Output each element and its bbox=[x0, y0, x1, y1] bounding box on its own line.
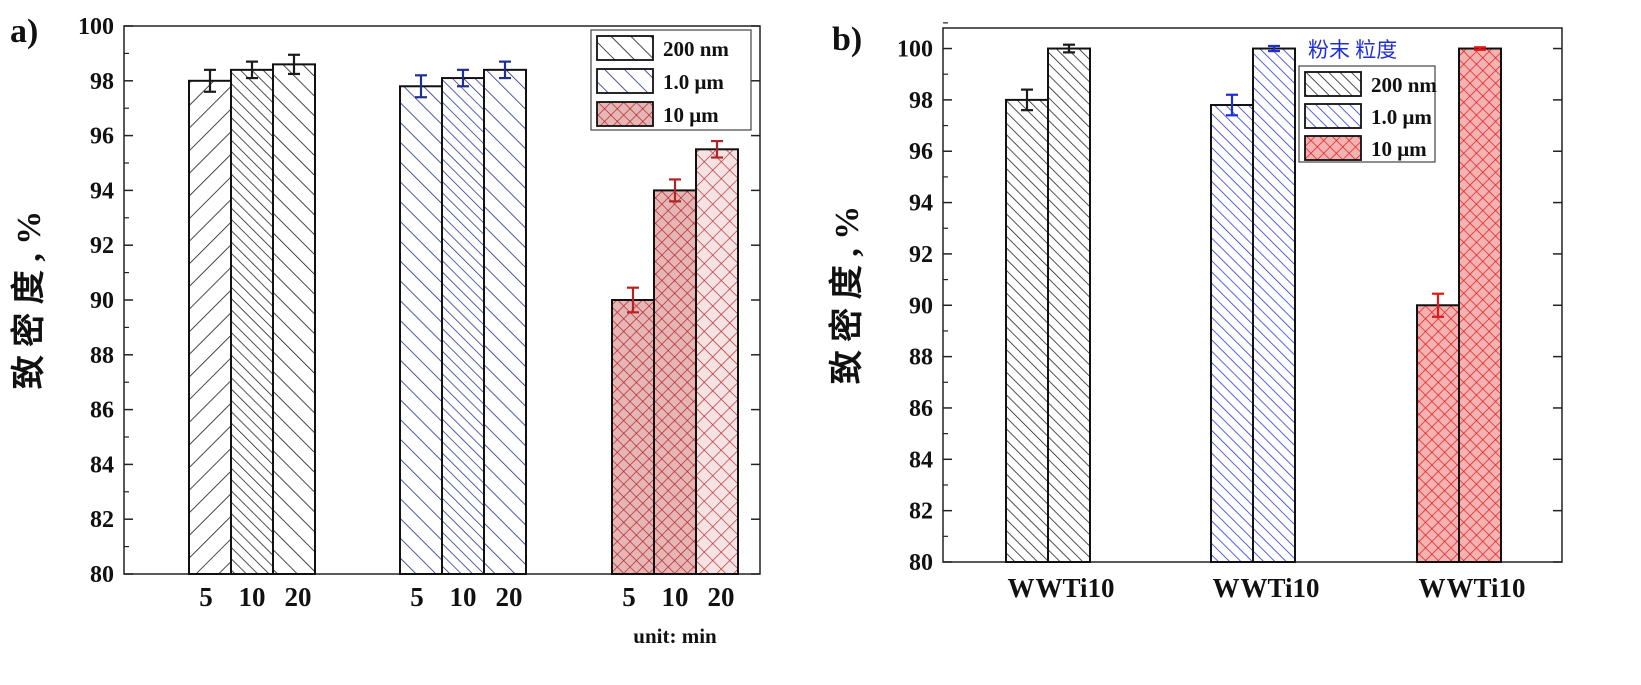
y-tick-label: 80 bbox=[909, 550, 933, 576]
y-tick-label: 92 bbox=[909, 242, 933, 268]
panel-a-chart: 80 82 84 86 88 90 92 94 96 98 100 致 密 度 , % a) 5 10 20 5… bbox=[9, 13, 761, 648]
y-tick-label: 90 bbox=[909, 293, 933, 319]
y-tick-label: 94 bbox=[909, 191, 933, 217]
bar bbox=[653, 189, 697, 575]
x-tick-label: 10 bbox=[239, 582, 266, 612]
x-tick-label: W bbox=[1419, 573, 1446, 603]
unit-annotation: unit: min bbox=[633, 624, 717, 648]
x-tick-label: 20 bbox=[496, 582, 523, 612]
bar bbox=[1210, 104, 1254, 564]
panel-label: b) bbox=[832, 21, 862, 58]
y-tick-label: 84 bbox=[90, 452, 114, 478]
legend-label: 10 μm bbox=[663, 103, 719, 127]
bar bbox=[483, 68, 527, 575]
panel-label: a) bbox=[10, 13, 38, 50]
y-tick-label: 100 bbox=[897, 37, 933, 63]
x-tick-label: 5 bbox=[410, 582, 424, 612]
bar bbox=[399, 85, 443, 575]
x-tick-label: 10 bbox=[450, 582, 477, 612]
x-tick-label: 10 bbox=[662, 582, 689, 612]
bar bbox=[230, 68, 274, 575]
y-tick-label: 98 bbox=[90, 69, 114, 95]
legend-label: 10 μm bbox=[1371, 137, 1427, 161]
legend-label: 200 nm bbox=[1371, 73, 1437, 97]
x-tick-label: WTi10 bbox=[1446, 573, 1525, 603]
y-tick-label: 90 bbox=[90, 288, 114, 314]
legend-label: 1.0 μm bbox=[1371, 105, 1432, 129]
legend-swatch bbox=[1304, 103, 1362, 129]
x-tick-label: WTi10 bbox=[1035, 573, 1114, 603]
legend-title: 粉末 粒度 bbox=[1308, 38, 1397, 62]
legend-swatch bbox=[1304, 135, 1362, 161]
y-tick-label: 92 bbox=[90, 233, 114, 259]
bar bbox=[188, 79, 232, 576]
legend: 粉末 粒度 200 nm 1.0 μm 10 μm bbox=[1298, 38, 1437, 163]
y-axis-label: 致 密 度 , % bbox=[827, 206, 866, 385]
y-tick-label: 88 bbox=[90, 343, 114, 369]
x-tick-label: 5 bbox=[622, 582, 636, 612]
y-tick-label: 80 bbox=[90, 562, 114, 588]
legend: 200 nm 1.0 μm 10 μm bbox=[590, 29, 752, 131]
bar bbox=[1416, 304, 1460, 563]
x-tick-label: 20 bbox=[708, 582, 735, 612]
legend-swatch bbox=[596, 35, 654, 61]
bar bbox=[1458, 47, 1502, 564]
bar bbox=[695, 148, 739, 576]
legend-label: 200 nm bbox=[663, 37, 729, 61]
x-tick-label: W bbox=[1213, 573, 1240, 603]
bar bbox=[1005, 98, 1049, 563]
legend-swatch bbox=[596, 68, 654, 94]
bar bbox=[1047, 47, 1091, 564]
bar bbox=[1252, 47, 1296, 564]
legend-label: 1.0 μm bbox=[663, 70, 724, 94]
y-tick-label: 100 bbox=[78, 14, 114, 40]
y-tick-label: 86 bbox=[90, 398, 114, 424]
y-tick-label: 96 bbox=[90, 124, 114, 150]
bar bbox=[441, 77, 485, 575]
y-tick-label: 94 bbox=[90, 178, 114, 204]
y-tick-label: 96 bbox=[909, 139, 933, 165]
x-tick-label: WTi10 bbox=[1240, 573, 1319, 603]
legend-swatch bbox=[596, 101, 654, 127]
y-tick-label: 82 bbox=[90, 507, 114, 533]
y-tick-label: 88 bbox=[909, 345, 933, 371]
y-tick-label: 84 bbox=[909, 447, 933, 473]
y-tick-label: 82 bbox=[909, 499, 933, 525]
y-tick-label: 98 bbox=[909, 88, 933, 114]
legend-swatch bbox=[1304, 71, 1362, 97]
x-tick-label: 20 bbox=[285, 582, 312, 612]
y-axis-label: 致 密 度 , % bbox=[9, 211, 48, 390]
x-tick-label: 5 bbox=[199, 582, 213, 612]
y-tick-label: 86 bbox=[909, 396, 933, 422]
bar bbox=[611, 299, 655, 575]
bar bbox=[272, 63, 316, 576]
x-tick-label: W bbox=[1008, 573, 1035, 603]
